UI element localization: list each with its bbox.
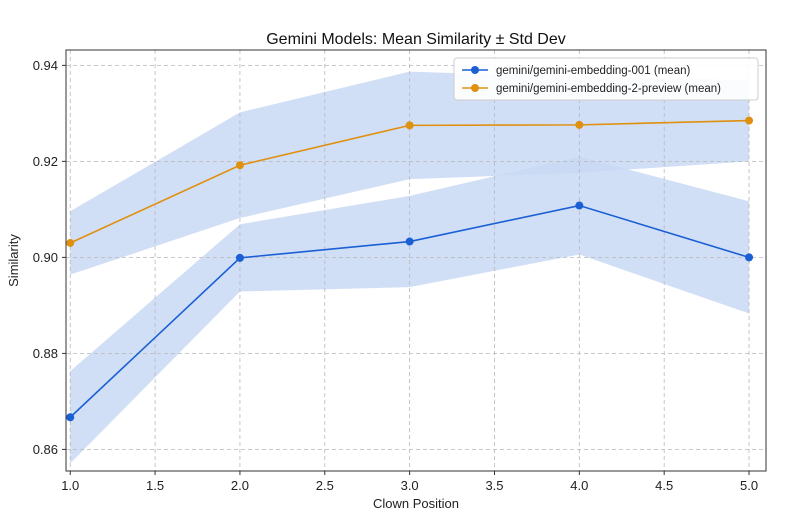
chart-title: Gemini Models: Mean Similarity ± Std Dev	[266, 31, 566, 48]
data-point-1	[575, 201, 584, 210]
data-point-2	[745, 116, 754, 125]
x-axis-label: Clown Position	[373, 496, 459, 511]
legend: gemini/gemini-embedding-001 (mean) gemini…	[453, 57, 759, 101]
data-point-1	[745, 253, 754, 262]
plot-frame	[65, 49, 767, 472]
legend-label-1: gemini/gemini-embedding-001 (mean)	[496, 65, 690, 77]
x-tick-label: 2.0	[231, 478, 249, 493]
x-tick-label: 4.5	[655, 478, 673, 493]
x-tick-label: 1.5	[146, 478, 164, 493]
data-point-1	[235, 253, 244, 262]
data-point-1	[66, 413, 75, 422]
data-point-2	[575, 120, 584, 129]
series-lines	[66, 116, 754, 422]
y-tick-label: 0.94	[33, 58, 58, 73]
x-tick-label: 5.0	[740, 478, 758, 493]
data-point-2	[405, 121, 414, 130]
x-tick-label: 1.0	[61, 478, 79, 493]
data-point-2	[66, 238, 75, 247]
y-tick-label: 0.86	[33, 442, 58, 457]
legend-box	[453, 57, 759, 101]
x-axis-ticks: 1.0 1.5 2.0 2.5 3.0 3.5 4.0 4.5 5.0	[61, 471, 758, 493]
y-tick-label: 0.92	[33, 154, 58, 169]
x-tick-label: 3.0	[401, 478, 419, 493]
legend-marker-2	[471, 84, 479, 92]
data-point-1	[405, 237, 414, 246]
x-tick-label: 2.5	[316, 478, 334, 493]
y-tick-label: 0.90	[33, 250, 58, 265]
y-axis-ticks: 0.86 0.88 0.90 0.92 0.94	[33, 58, 66, 457]
y-tick-label: 0.88	[33, 346, 58, 361]
x-tick-label: 4.0	[570, 478, 588, 493]
legend-marker-1	[471, 66, 479, 74]
data-point-2	[235, 161, 244, 170]
legend-label-2: gemini/gemini-embedding-2-preview (mean)	[496, 83, 721, 95]
y-axis-label: Similarity	[6, 234, 21, 287]
x-tick-label: 3.5	[485, 478, 503, 493]
